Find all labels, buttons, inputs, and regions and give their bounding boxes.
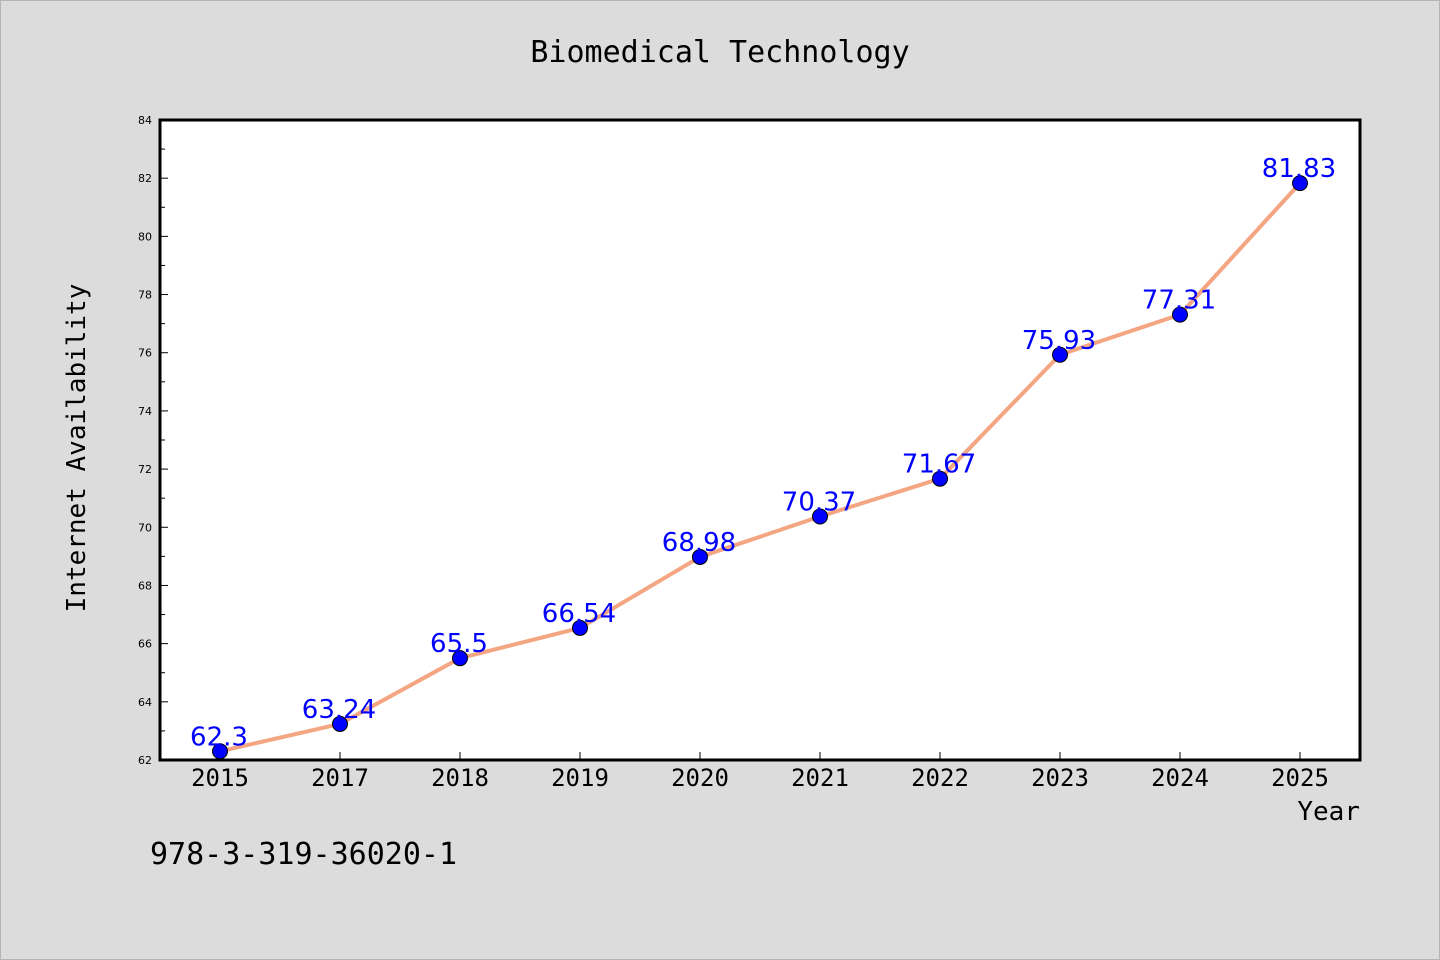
data-point [812,508,828,525]
x-tick-label: 2023 [1031,764,1089,792]
x-tick-label: 2021 [791,764,849,792]
data-label: 81.83 [1262,154,1336,184]
y-tick-label: 62 [138,754,152,767]
data-label: 71.67 [902,450,976,480]
y-tick-label: 72 [138,463,152,476]
data-label: 65.5 [430,629,488,659]
series-layer: 62.3 63.24 65.5 66.54 68.98 70.37 71.67 75.93 77… [190,154,1336,760]
x-tick-label: 2015 [191,764,249,792]
x-tick-label: 2025 [1271,764,1329,792]
data-label: 77.31 [1142,286,1216,316]
chart-title: Biomedical Technology [530,35,909,70]
data-point [1292,175,1308,192]
x-tick-label: 2022 [911,764,969,792]
y-tick-label: 66 [138,638,152,651]
data-label: 75.93 [1022,326,1096,356]
series-line [218,181,1302,754]
data-point [452,650,468,667]
y-axis-label: Internet Availability [62,284,92,613]
x-tick-label: 2019 [551,764,609,792]
data-point [332,715,348,732]
data-label: 66.54 [542,599,616,629]
y-tick-label: 82 [138,172,152,185]
y-tick-label: 80 [138,230,152,243]
x-tick-label: 2024 [1151,764,1209,792]
x-tick-label: 2020 [671,764,729,792]
data-label: 63.24 [302,695,376,725]
footer-identifier: 978-3-319-36020-1 [150,837,457,872]
data-label: 70.37 [782,488,856,518]
data-point [1172,306,1188,323]
x-axis-label: Year [1297,797,1360,827]
data-point [692,548,708,565]
x-tick-label: 2018 [431,764,489,792]
y-tick-label: 68 [138,579,152,592]
data-point [932,470,948,487]
data-label: 62.3 [190,722,248,752]
x-axis-ticks: 2015 2017 2018 2019 2020 2021 2022 2023 2024 2025 [191,752,1329,792]
y-tick-label: 76 [138,347,152,360]
plot-frame [158,118,1362,762]
data-point [1052,346,1068,363]
x-tick-label: 2017 [311,764,369,792]
y-tick-label: 70 [138,521,152,534]
y-tick-label: 84 [138,114,152,127]
y-tick-label: 74 [138,405,152,418]
plot-area [160,120,1360,760]
data-point [572,619,588,636]
data-label: 68.98 [662,528,736,558]
y-tick-label: 78 [138,289,152,302]
y-tick-label: 64 [138,696,152,709]
